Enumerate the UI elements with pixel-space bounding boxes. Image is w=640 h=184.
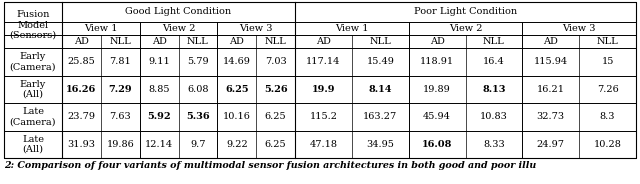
Text: 9.11: 9.11 bbox=[148, 57, 170, 66]
Text: 6.25: 6.25 bbox=[225, 85, 248, 94]
Text: NLL: NLL bbox=[109, 37, 131, 46]
Text: 8.33: 8.33 bbox=[483, 140, 505, 149]
Text: NLL: NLL bbox=[265, 37, 287, 46]
Text: 7.63: 7.63 bbox=[109, 112, 131, 121]
Bar bbox=[4, 2, 636, 158]
Text: NLL: NLL bbox=[483, 37, 505, 46]
Text: Early
(All): Early (All) bbox=[20, 79, 46, 99]
Text: NLL: NLL bbox=[596, 37, 618, 46]
Text: Good Light Condition: Good Light Condition bbox=[125, 8, 232, 17]
Text: 34.95: 34.95 bbox=[366, 140, 394, 149]
Text: 2: Comparison of four variants of multimodal sensor fusion architectures in both: 2: Comparison of four variants of multim… bbox=[4, 161, 536, 170]
Text: 25.85: 25.85 bbox=[68, 57, 95, 66]
Text: 16.21: 16.21 bbox=[537, 85, 564, 94]
Text: 14.69: 14.69 bbox=[223, 57, 251, 66]
Text: View 1: View 1 bbox=[84, 24, 118, 33]
Text: 24.97: 24.97 bbox=[537, 140, 564, 149]
Text: AD: AD bbox=[316, 37, 331, 46]
Text: 19.89: 19.89 bbox=[423, 85, 451, 94]
Text: View 3: View 3 bbox=[239, 24, 273, 33]
Text: 16.26: 16.26 bbox=[67, 85, 97, 94]
Text: 7.26: 7.26 bbox=[596, 85, 618, 94]
Text: Poor Light Condition: Poor Light Condition bbox=[414, 8, 517, 17]
Text: 45.94: 45.94 bbox=[423, 112, 451, 121]
Text: 7.81: 7.81 bbox=[109, 57, 131, 66]
Text: 8.85: 8.85 bbox=[148, 85, 170, 94]
Text: 115.2: 115.2 bbox=[309, 112, 337, 121]
Text: NLL: NLL bbox=[187, 37, 209, 46]
Text: NLL: NLL bbox=[369, 37, 391, 46]
Text: 8.14: 8.14 bbox=[369, 85, 392, 94]
Text: AD: AD bbox=[429, 37, 445, 46]
Text: 6.25: 6.25 bbox=[265, 112, 286, 121]
Text: 47.18: 47.18 bbox=[309, 140, 337, 149]
Text: 5.92: 5.92 bbox=[147, 112, 171, 121]
Text: 8.3: 8.3 bbox=[600, 112, 615, 121]
Text: 9.22: 9.22 bbox=[226, 140, 248, 149]
Text: 8.13: 8.13 bbox=[482, 85, 506, 94]
Text: Fusion
Model
(Sensors): Fusion Model (Sensors) bbox=[10, 10, 56, 40]
Text: 5.79: 5.79 bbox=[187, 57, 209, 66]
Text: 7.03: 7.03 bbox=[265, 57, 287, 66]
Text: View 1: View 1 bbox=[335, 24, 369, 33]
Text: AD: AD bbox=[152, 37, 166, 46]
Text: Early
(Camera): Early (Camera) bbox=[10, 52, 56, 71]
Text: 31.93: 31.93 bbox=[67, 140, 95, 149]
Text: 12.14: 12.14 bbox=[145, 140, 173, 149]
Text: 23.79: 23.79 bbox=[67, 112, 95, 121]
Text: 15.49: 15.49 bbox=[366, 57, 394, 66]
Text: 10.16: 10.16 bbox=[223, 112, 251, 121]
Text: 115.94: 115.94 bbox=[534, 57, 568, 66]
Text: 6.08: 6.08 bbox=[187, 85, 209, 94]
Text: View 3: View 3 bbox=[563, 24, 596, 33]
Text: 19.86: 19.86 bbox=[106, 140, 134, 149]
Text: 7.29: 7.29 bbox=[108, 85, 132, 94]
Text: 6.25: 6.25 bbox=[265, 140, 286, 149]
Text: 19.9: 19.9 bbox=[312, 85, 335, 94]
Text: AD: AD bbox=[229, 37, 244, 46]
Text: AD: AD bbox=[74, 37, 89, 46]
Text: 9.7: 9.7 bbox=[190, 140, 205, 149]
Text: 10.28: 10.28 bbox=[594, 140, 621, 149]
Text: View 2: View 2 bbox=[449, 24, 483, 33]
Text: 5.26: 5.26 bbox=[264, 85, 287, 94]
Text: 163.27: 163.27 bbox=[363, 112, 397, 121]
Text: 118.91: 118.91 bbox=[420, 57, 454, 66]
Text: 15: 15 bbox=[602, 57, 614, 66]
Text: Late
(Camera): Late (Camera) bbox=[10, 107, 56, 126]
Text: Late
(All): Late (All) bbox=[22, 135, 44, 154]
Text: 32.73: 32.73 bbox=[537, 112, 565, 121]
Text: 117.14: 117.14 bbox=[306, 57, 340, 66]
Text: AD: AD bbox=[543, 37, 558, 46]
Text: View 2: View 2 bbox=[162, 24, 195, 33]
Text: 5.36: 5.36 bbox=[186, 112, 210, 121]
Text: 10.83: 10.83 bbox=[480, 112, 508, 121]
Text: 16.4: 16.4 bbox=[483, 57, 505, 66]
Text: 16.08: 16.08 bbox=[422, 140, 452, 149]
